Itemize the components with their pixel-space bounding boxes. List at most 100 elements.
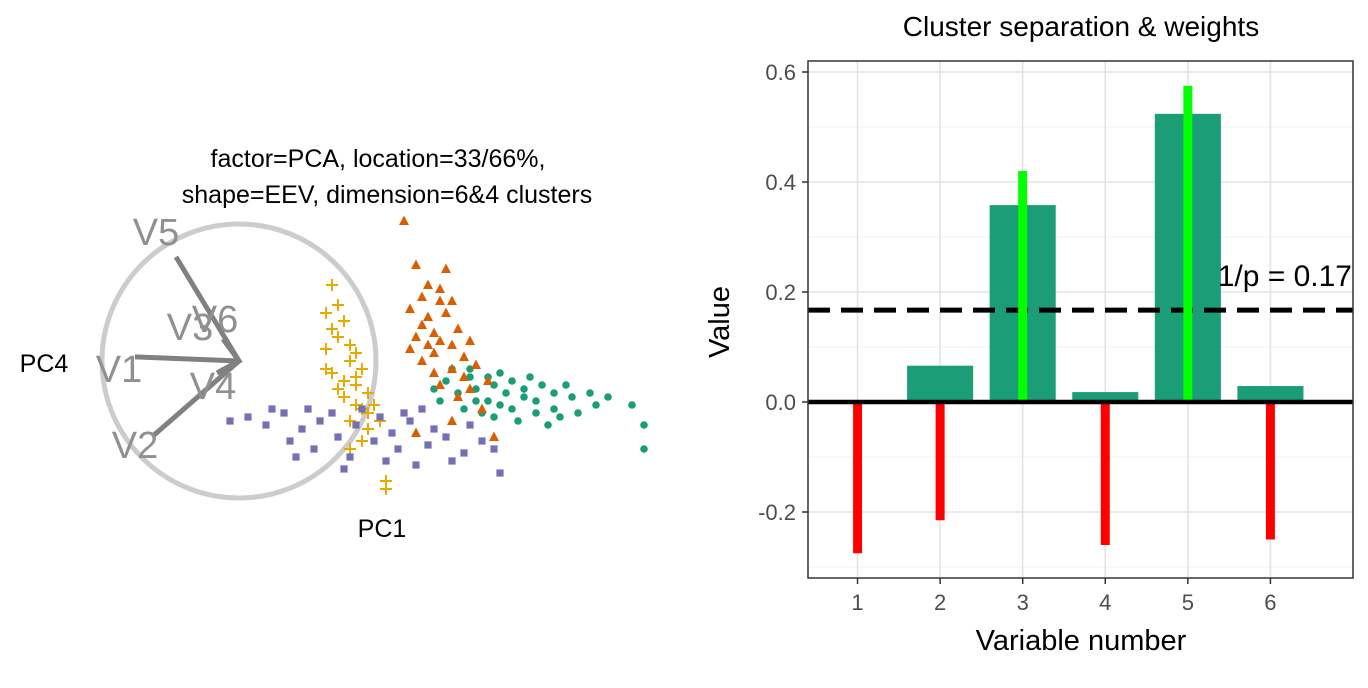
scatter-point-square-22 — [430, 425, 438, 433]
x-tick-label: 2 — [934, 590, 946, 615]
scatter-point-triangle-12 — [459, 351, 469, 361]
scatter-point-circle-2 — [520, 393, 528, 401]
scatter-point-square-5 — [334, 433, 342, 441]
y-tick-label: 0.2 — [765, 280, 796, 305]
projection-subtitle-line-2: shape=EEV, dimension=6&4 clusters — [182, 181, 592, 209]
scatter-point-square-11 — [442, 433, 450, 441]
bar-chart-x-axis-label: Variable number — [976, 625, 1187, 657]
axis-label-v3: V3 — [167, 307, 213, 349]
scatter-point-circle-36 — [532, 409, 540, 417]
bar-chart-title: Cluster separation & weights — [903, 11, 1259, 42]
scatter-point-triangle-1 — [429, 327, 439, 337]
scatter-point-plus-0 — [320, 343, 332, 355]
reference-line-label: 1/p = 0.17 — [1218, 260, 1352, 293]
y-tick-label: -0.2 — [758, 500, 796, 525]
projection-plot: factor=PCA, location=33/66%, shape=EEV, … — [20, 145, 648, 543]
scatter-point-circle-3 — [472, 385, 480, 393]
y-tick-label: 0.6 — [765, 60, 796, 85]
scatter-point-triangle-9 — [405, 303, 415, 313]
scatter-point-triangle-23 — [447, 415, 457, 425]
scatter-point-triangle-16 — [471, 359, 481, 369]
scatter-point-plus-21 — [338, 375, 350, 387]
scatter-point-square-24 — [226, 417, 234, 425]
scatter-point-triangle-7 — [429, 347, 439, 357]
bar-6 — [1237, 386, 1304, 402]
x-tick-label: 5 — [1182, 590, 1194, 615]
axis-arrow-v1 — [134, 354, 240, 364]
scatter-point-triangle-8 — [453, 323, 463, 333]
scatter-point-square-12 — [460, 449, 468, 457]
bar-chart-marks — [808, 85, 1353, 554]
scatter-point-triangle-5 — [411, 331, 421, 341]
scatter-point-square-18 — [346, 453, 354, 461]
scatter-point-circle-34 — [436, 397, 444, 405]
scatter-point-plus-17 — [344, 443, 356, 455]
scatter-point-plus-26 — [380, 483, 392, 495]
scatter-point-circle-8 — [508, 405, 516, 413]
scatter-point-square-33 — [292, 453, 300, 461]
scatter-point-circle-9 — [466, 373, 474, 381]
scatter-point-triangle-21 — [429, 367, 439, 377]
scatter-point-circle-11 — [496, 369, 504, 377]
scatter-point-plus-5 — [338, 391, 350, 403]
scatter-point-square-10 — [424, 441, 432, 449]
scatter-point-plus-15 — [368, 399, 380, 411]
scatter-point-circle-27 — [496, 401, 504, 409]
scatter-point-triangle-17 — [465, 383, 475, 393]
scatter-point-circle-24 — [490, 413, 498, 421]
scatter-point-square-19 — [376, 413, 384, 421]
scatter-point-square-14 — [268, 405, 276, 413]
scatter-point-circle-13 — [586, 389, 594, 397]
x-tick-label: 4 — [1099, 590, 1111, 615]
scatter-point-circle-1 — [490, 381, 498, 389]
scatter-point-triangle-33 — [405, 343, 415, 353]
projection-subtitle-line-1: factor=PCA, location=33/66%, — [211, 145, 546, 173]
scatter-point-triangle-31 — [435, 335, 445, 345]
scatter-point-plus-12 — [320, 307, 332, 319]
scatter-point-circle-33 — [550, 389, 558, 397]
scatter-point-square-30 — [490, 445, 498, 453]
scatter-point-square-25 — [304, 405, 312, 413]
scatter-point-square-17 — [328, 409, 336, 417]
scatter-point-circle-32 — [592, 401, 600, 409]
scatter-point-circle-31 — [640, 445, 648, 453]
scatter-point-circle-26 — [430, 385, 438, 393]
scatter-point-plus-29 — [362, 387, 374, 399]
scatter-point-circle-7 — [484, 397, 492, 405]
scatter-point-triangle-10 — [423, 279, 433, 289]
scatter-point-plus-7 — [344, 415, 356, 427]
scatter-point-square-0 — [244, 413, 252, 421]
scatter-point-square-29 — [496, 469, 504, 477]
projection-y-axis-label: PC4 — [20, 350, 69, 378]
scatter-point-square-15 — [286, 437, 294, 445]
scatter-point-circle-23 — [544, 421, 552, 429]
scatter-point-square-7 — [370, 437, 378, 445]
y-tick-label: 0.0 — [765, 390, 796, 415]
scatter-point-circle-5 — [568, 393, 576, 401]
scatter-point-plus-18 — [362, 407, 374, 419]
scatter-point-triangle-18 — [483, 375, 493, 385]
scatter-point-triangle-28 — [423, 339, 433, 349]
scatter-point-plus-9 — [332, 299, 344, 311]
scatter-point-triangle-22 — [477, 403, 487, 413]
scatter-point-triangle-27 — [441, 263, 451, 273]
scatter-points — [226, 215, 648, 495]
scatter-point-square-27 — [400, 409, 408, 417]
bar-chart-y-axis-label: Value — [704, 286, 736, 358]
scatter-point-triangle-0 — [423, 311, 433, 321]
scatter-point-circle-35 — [466, 365, 474, 373]
axis-label-v1: V1 — [96, 349, 142, 391]
bar-chart-panel-border — [807, 60, 1354, 579]
scatter-point-plus-16 — [356, 435, 368, 447]
scatter-point-plus-14 — [356, 363, 368, 375]
scatter-point-square-6 — [352, 421, 360, 429]
scatter-point-square-16 — [310, 445, 318, 453]
axis-label-v4: V4 — [190, 366, 236, 408]
scatter-point-circle-17 — [442, 377, 450, 385]
scatter-point-circle-22 — [574, 409, 582, 417]
scatter-point-square-4 — [316, 417, 324, 425]
scatter-point-triangle-13 — [417, 355, 427, 365]
scatter-point-triangle-4 — [447, 339, 457, 349]
scatter-point-triangle-24 — [411, 427, 421, 437]
scatter-point-circle-19 — [526, 373, 534, 381]
